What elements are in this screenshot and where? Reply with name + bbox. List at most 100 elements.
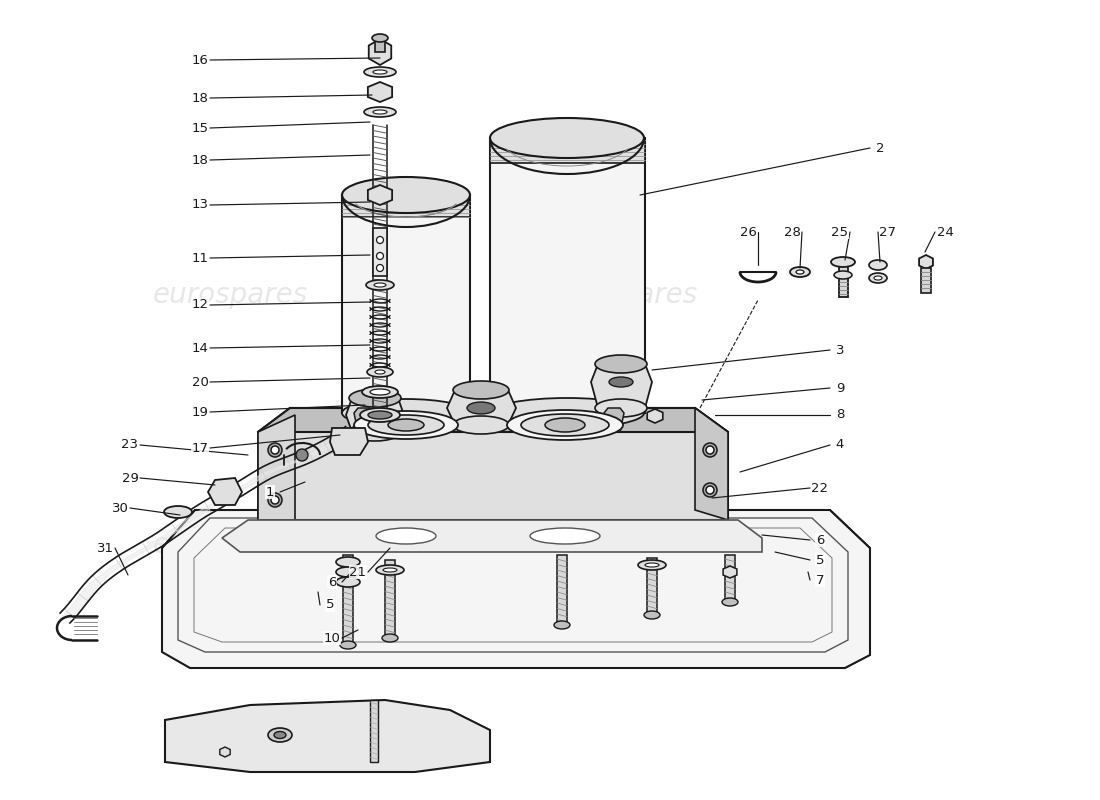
Bar (557, 555, 566, 625)
Ellipse shape (490, 398, 644, 428)
Ellipse shape (453, 416, 509, 434)
Ellipse shape (374, 283, 386, 287)
Circle shape (268, 493, 282, 507)
Ellipse shape (364, 107, 396, 117)
Polygon shape (920, 255, 933, 269)
Text: 7: 7 (816, 574, 824, 586)
Text: 26: 26 (739, 226, 757, 238)
Polygon shape (222, 520, 762, 552)
Polygon shape (258, 408, 728, 432)
Ellipse shape (376, 528, 436, 544)
Ellipse shape (722, 598, 738, 606)
Ellipse shape (354, 411, 458, 439)
Polygon shape (368, 39, 392, 65)
Polygon shape (220, 747, 230, 757)
Ellipse shape (382, 634, 398, 642)
Ellipse shape (796, 270, 804, 274)
Polygon shape (330, 428, 369, 455)
Ellipse shape (368, 411, 392, 419)
Circle shape (271, 446, 279, 454)
Text: eurospares: eurospares (542, 531, 697, 559)
Bar (342, 195, 470, 413)
Ellipse shape (869, 260, 887, 270)
Bar (839, 262, 848, 297)
Text: 3: 3 (836, 343, 845, 357)
Text: 22: 22 (812, 482, 828, 494)
Bar (370, 700, 378, 762)
Text: 9: 9 (836, 382, 844, 394)
Polygon shape (162, 510, 870, 668)
Text: 5: 5 (326, 598, 334, 611)
Ellipse shape (830, 257, 855, 267)
Ellipse shape (368, 415, 444, 435)
Text: 16: 16 (191, 54, 208, 66)
Circle shape (706, 486, 714, 494)
Ellipse shape (342, 177, 470, 213)
Text: 18: 18 (191, 154, 208, 166)
Bar (921, 268, 931, 293)
Ellipse shape (336, 577, 360, 587)
Ellipse shape (349, 423, 402, 441)
Ellipse shape (372, 34, 388, 42)
Circle shape (703, 443, 717, 457)
Circle shape (376, 237, 384, 243)
Ellipse shape (342, 399, 470, 427)
Polygon shape (591, 364, 652, 408)
Ellipse shape (490, 118, 644, 158)
Ellipse shape (268, 728, 292, 742)
Polygon shape (208, 478, 242, 505)
Text: 1: 1 (266, 486, 274, 498)
Ellipse shape (388, 419, 424, 431)
Text: eurospares: eurospares (153, 531, 308, 559)
Polygon shape (165, 700, 490, 772)
Circle shape (268, 443, 282, 457)
Ellipse shape (645, 563, 659, 567)
Bar (725, 555, 735, 602)
Polygon shape (695, 408, 728, 520)
Ellipse shape (164, 506, 192, 518)
Ellipse shape (638, 560, 666, 570)
Ellipse shape (364, 67, 396, 77)
Ellipse shape (595, 355, 647, 373)
Bar (385, 560, 395, 638)
Bar (375, 38, 385, 52)
Polygon shape (346, 398, 404, 432)
Text: 29: 29 (122, 471, 139, 485)
Bar (490, 138, 645, 163)
Text: 6: 6 (328, 575, 337, 589)
Text: 30: 30 (111, 502, 129, 514)
Text: 19: 19 (191, 406, 208, 418)
Ellipse shape (363, 410, 387, 420)
Text: 2: 2 (876, 142, 884, 154)
Text: 18: 18 (191, 91, 208, 105)
Ellipse shape (370, 389, 390, 395)
Ellipse shape (367, 367, 393, 377)
Ellipse shape (609, 377, 632, 387)
Polygon shape (447, 390, 516, 425)
Bar (343, 555, 353, 645)
Ellipse shape (362, 386, 398, 398)
Polygon shape (354, 408, 374, 432)
Bar (373, 228, 387, 276)
Ellipse shape (366, 280, 394, 290)
Circle shape (296, 449, 308, 461)
Ellipse shape (360, 408, 400, 422)
Text: 24: 24 (936, 226, 954, 238)
Ellipse shape (544, 418, 585, 432)
Polygon shape (258, 415, 295, 520)
Ellipse shape (790, 267, 810, 277)
Circle shape (706, 446, 714, 454)
Ellipse shape (554, 621, 570, 629)
Bar (342, 195, 470, 217)
Polygon shape (723, 566, 737, 578)
Text: 11: 11 (191, 251, 209, 265)
Text: 20: 20 (191, 375, 208, 389)
Text: 10: 10 (323, 631, 340, 645)
Ellipse shape (521, 414, 609, 436)
Ellipse shape (453, 381, 509, 399)
Polygon shape (367, 185, 392, 205)
Ellipse shape (336, 557, 360, 567)
Ellipse shape (468, 402, 495, 414)
Bar (490, 138, 645, 413)
Text: 15: 15 (191, 122, 209, 134)
